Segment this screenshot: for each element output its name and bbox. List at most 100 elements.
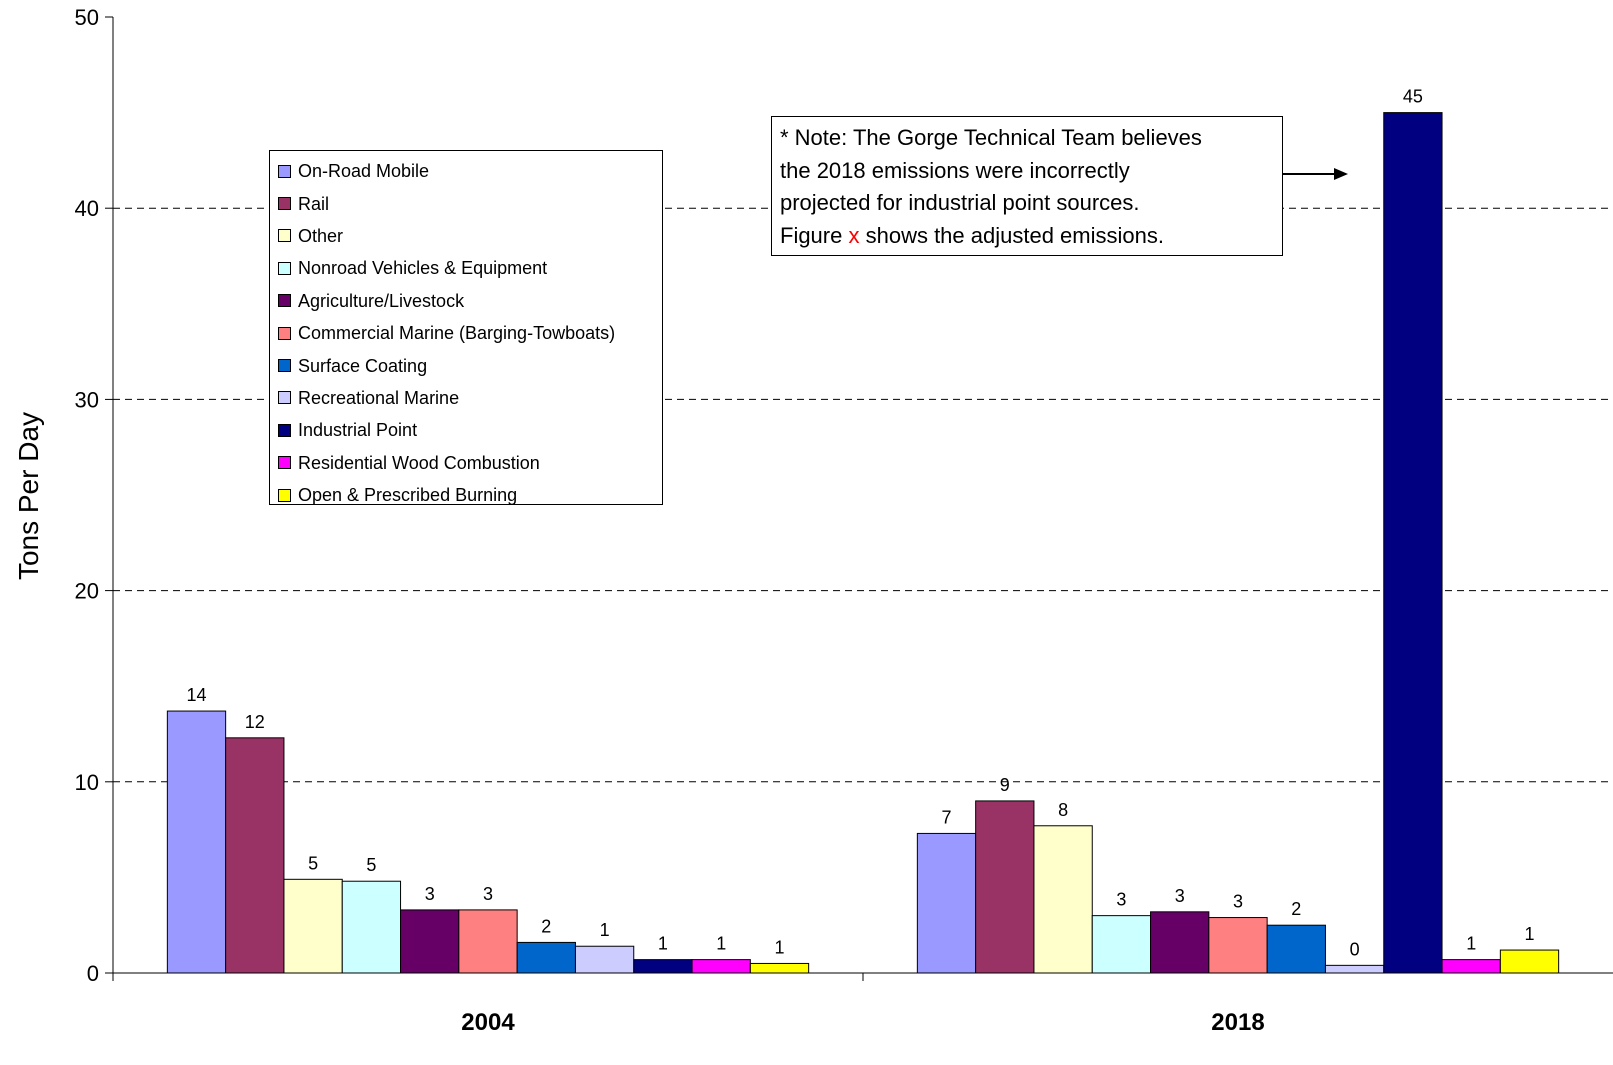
legend-label: Industrial Point [298,420,418,441]
bar-2018-7 [1324,964,1385,974]
data-label-2018-6: 2 [1291,899,1301,919]
bar-2004-7 [574,945,635,974]
legend-swatch [278,423,291,437]
legend-label: Residential Wood Combustion [298,452,540,473]
figure-reference-marker: x [848,222,860,248]
y-tick-label-50: 50 [75,5,99,30]
bar-2004-8 [633,959,693,974]
y-tick-label-20: 20 [75,579,99,604]
data-label-2018-10: 1 [1524,924,1534,944]
legend-swatch [278,488,291,502]
note-box: * Note: The Gorge Technical Team believe… [771,116,1283,256]
data-label-2018-9: 1 [1466,934,1476,954]
legend-swatch [278,229,291,243]
data-label-2018-0: 7 [941,807,951,827]
data-label-2004-7: 1 [600,920,610,940]
bar-2018-3 [1091,915,1152,974]
data-label-2004-3: 5 [366,855,376,875]
legend: On-Road Mobile Rail Other Nonroad Vehicles … [269,150,663,505]
data-label-2018-7: 0 [1350,939,1360,959]
note-line-3: projected for industrial point sources. [780,190,1140,215]
note-line-4-prefix: Figure [780,222,849,248]
legend-item: Agriculture/Livestock [270,285,662,317]
note-line-2: the 2018 emissions were incorrectly [780,157,1130,183]
legend-label: Nonroad Vehicles & Equipment [298,258,548,279]
bar-2004-10 [749,962,810,974]
y-axis-label: Tons Per Day [13,411,44,581]
data-label-2004-9: 1 [716,934,726,954]
bar-2018-5 [1208,917,1268,974]
data-label-2018-2: 8 [1058,800,1068,820]
legend-label: Commercial Marine (Barging-Towboats) [298,323,616,344]
bar-2018-4 [1150,911,1210,974]
tick-labels: 0 10 20 30 40 50 2004 2018 [75,5,1265,1036]
data-label-2018-1: 9 [1000,775,1010,795]
data-labels: 14 12 5 5 3 3 2 1 1 1 1 7 9 8 3 3 3 2 0 45 1 1 [186,87,1534,960]
note-arrow [1281,168,1348,180]
legend-item: Open & Prescribed Burning [270,479,662,511]
legend-item: Recreational Marine [270,382,662,414]
legend-swatch [278,359,291,373]
legend-swatch [278,261,291,275]
legend-label: Open & Prescribed Burning [298,485,518,506]
bar-2004-1 [225,737,285,974]
y-tick-label-40: 40 [75,196,99,221]
note-line-4-suffix: shows the adjusted emissions. [859,222,1164,248]
data-label-2004-1: 12 [245,712,265,732]
legend-swatch [278,197,291,211]
bar-2004-0 [166,710,227,974]
legend-swatch [278,456,291,470]
y-tick-label-10: 10 [75,770,99,795]
legend-item: Other [270,220,662,252]
legend-swatch [278,326,291,340]
legend-label: Rail [298,193,330,214]
data-label-2018-5: 3 [1233,892,1243,912]
data-label-2004-5: 3 [483,884,493,904]
bar-2004-9 [691,959,751,974]
bar-2018-9 [1441,959,1501,974]
data-label-2018-4: 3 [1175,886,1185,906]
note-line-1: * Note: The Gorge Technical Team believe… [780,125,1202,150]
legend-item: Nonroad Vehicles & Equipment [270,252,662,284]
legend-item: Surface Coating [270,349,662,381]
legend-label: Agriculture/Livestock [298,290,465,311]
bar-2004-5 [458,909,518,974]
legend-swatch [278,294,291,308]
legend-label: Recreational Marine [298,387,460,408]
legend-swatch [278,164,291,178]
data-label-2004-10: 1 [774,937,784,957]
bar-2018-0 [916,832,977,974]
legend-label: Surface Coating [298,355,428,376]
bar-2004-3 [341,880,402,974]
bar-2004-2 [283,878,343,974]
legend-item: Residential Wood Combustion [270,447,662,479]
data-label-2018-3: 3 [1116,890,1126,910]
bar-2018-1 [975,800,1035,974]
bar-2018-2 [1033,825,1093,974]
legend-item: Industrial Point [270,414,662,446]
bars [166,112,1560,974]
legend-label: On-Road Mobile [298,161,430,182]
data-label-2004-4: 3 [425,884,435,904]
legend-label: Other [298,225,344,246]
data-label-2004-8: 1 [658,934,668,954]
note-line-4: Figure x shows the adjusted emissions. [780,220,1274,253]
y-tick-label-30: 30 [75,387,99,412]
legend-item: Rail [270,187,662,219]
bar-2018-8 [1383,112,1443,974]
x-category-label-2004: 2004 [461,1009,515,1036]
legend-item: On-Road Mobile [270,155,662,187]
bar-2004-4 [400,909,460,974]
legend-item: Commercial Marine (Barging-Towboats) [270,317,662,349]
data-label-2004-2: 5 [308,853,318,873]
bar-2018-6 [1266,924,1326,974]
data-label-2004-0: 14 [186,685,206,705]
y-tick-label-0: 0 [87,961,99,986]
data-label-2018-8: 45 [1403,87,1423,107]
legend-swatch [278,391,291,405]
bar-2004-6 [516,941,576,974]
bar-2018-10 [1499,949,1560,974]
x-category-label-2018: 2018 [1211,1009,1264,1036]
data-label-2004-6: 2 [541,916,551,936]
